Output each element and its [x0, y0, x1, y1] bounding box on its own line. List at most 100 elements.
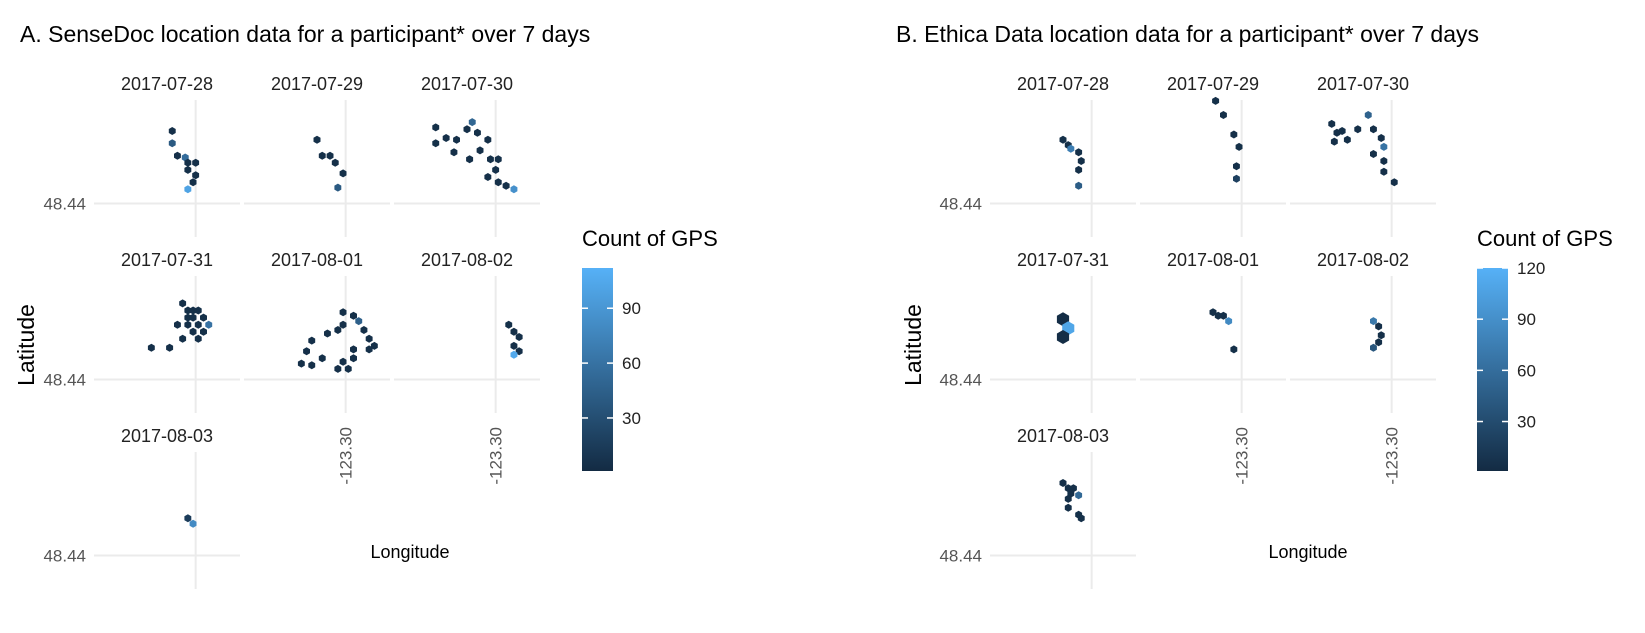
hexbin-cell [174, 151, 181, 160]
hexbin-cell [1225, 317, 1233, 326]
facet-panel: 2017-08-02 -123.30 [394, 250, 540, 485]
hexbin-cell [200, 327, 207, 336]
panel-b-legend-title: Count of GPS [1477, 226, 1613, 251]
hexbin-cell [339, 308, 347, 317]
hexbin-cell [1235, 142, 1243, 151]
hexbin-cell [1364, 111, 1372, 119]
hexbin-cell [510, 185, 518, 194]
facet-panel: 2017-07-30 [1290, 74, 1436, 237]
hexbin-cell [466, 155, 474, 164]
hexbin-cell [313, 135, 321, 144]
facet-panel: 2017-08-02 -123.30 [1290, 250, 1436, 485]
hexbin-cell [303, 347, 310, 356]
hexbin-cell [1077, 514, 1085, 523]
hexbin-cell [344, 364, 352, 373]
facet-strip-label: 2017-08-01 [1167, 250, 1259, 270]
hexbin-cell [194, 306, 202, 315]
hexbin-cell [189, 313, 197, 322]
hexbin-cell [1370, 343, 1377, 352]
hexbin-cell [468, 118, 476, 127]
panel-b-colorbar [1477, 268, 1508, 471]
hexbin-cell [308, 361, 316, 370]
facet-strip-label: 2017-08-03 [121, 426, 213, 446]
panel-a-title: A. SenseDoc location data for a particip… [20, 21, 590, 47]
facet-strip-label: 2017-08-02 [421, 250, 513, 270]
hexbin-cell [1230, 345, 1238, 354]
legend-tick-label: 120 [1517, 259, 1545, 278]
hexbin-cell [324, 329, 331, 338]
hexbin-cell [331, 158, 339, 167]
hexbin-cell [184, 165, 192, 174]
hexbin-cell [484, 135, 492, 144]
facet-strip-label: 2017-08-03 [1017, 426, 1109, 446]
x-tick-label: -123.30 [337, 427, 356, 485]
hexbin-cell [463, 125, 471, 134]
hexbin-cell [494, 155, 502, 164]
panel-b-x-axis-label: Longitude [1268, 542, 1347, 562]
hexbin-cell [350, 345, 357, 354]
y-tick-label: 48.44 [939, 195, 982, 214]
hexbin-cell [334, 326, 342, 334]
facet-panel: 2017-07-29 [1140, 74, 1286, 237]
hexbin-cell [1343, 135, 1351, 144]
hexbin-cell [360, 326, 368, 334]
hexbin-cell [184, 320, 192, 329]
panel-a: A. SenseDoc location data for a particip… [13, 21, 718, 589]
hexbin-cell [334, 364, 342, 373]
hexbin-cell [189, 519, 197, 528]
hexbin-cell [1209, 308, 1217, 317]
hexbin-cell [1333, 128, 1341, 137]
panel-b-legend-ticks: 30 60 90 120 [1477, 259, 1545, 432]
hexbin-cell [1064, 503, 1072, 512]
hexbin-cell [515, 333, 523, 341]
hexbin-cell [326, 151, 334, 160]
hexbin-cell [1075, 165, 1083, 174]
hexbin-cell [147, 343, 155, 352]
hexbin-cell [339, 357, 347, 366]
hexbin-cell [318, 151, 326, 160]
hexbin-cell [1328, 119, 1336, 128]
panel-b-title: B. Ethica Data location data for a parti… [896, 21, 1479, 47]
y-tick-label: 48.44 [939, 547, 982, 566]
hexbin-cell [339, 169, 347, 178]
hexbin-cell [184, 313, 192, 322]
panel-b: B. Ethica Data location data for a parti… [896, 21, 1613, 589]
facet-panel: 2017-07-28 48.44 [939, 74, 1136, 237]
x-tick-label: -123.30 [1383, 427, 1402, 485]
hexbin-cell [297, 359, 305, 368]
panel-a-colorbar [582, 268, 613, 471]
hexbin-cell [510, 350, 518, 359]
hexbin-cell [205, 320, 213, 329]
facet-strip-label: 2017-07-28 [1017, 74, 1109, 94]
panel-a-legend-ticks: 30 60 90 [582, 299, 641, 428]
hexbin-cell [476, 146, 484, 155]
hexbin-cell [1377, 331, 1385, 340]
facet-strip-label: 2017-07-31 [1017, 250, 1109, 270]
hexbin-cell [1220, 111, 1227, 119]
hexbin-cell [189, 327, 197, 336]
hexbin-cell [1233, 174, 1240, 183]
y-tick-label: 48.44 [43, 195, 86, 214]
x-tick-label: -123.30 [1233, 427, 1252, 485]
y-tick-label: 48.44 [939, 371, 982, 390]
panel-a-legend: Count of GPS 30 60 90 [582, 226, 718, 471]
hexbin-cell [1370, 317, 1377, 326]
panel-a-y-axis-label: Latitude [13, 304, 39, 386]
hexbin-cell [432, 123, 440, 132]
facet-strip-label: 2017-07-28 [121, 74, 213, 94]
hexbin-cell [505, 320, 513, 329]
facet-panel: 2017-07-30 [394, 74, 540, 237]
facet-panel: 2017-07-29 [244, 74, 390, 237]
x-tick-label: -123.30 [487, 427, 506, 485]
hexbin-cell [442, 134, 450, 142]
panel-a-legend-title: Count of GPS [582, 226, 718, 251]
hexbin-cell [1220, 311, 1227, 320]
hexbin-cell [494, 178, 502, 187]
hexbin-cell [184, 306, 192, 315]
facet-panel: 2017-08-01 -123.30 [244, 250, 390, 485]
hexbin-cell [1377, 134, 1385, 142]
facet-panel: 2017-08-03 48.44 [939, 426, 1136, 589]
hexbin-cell [350, 354, 357, 363]
hexbin-cell [179, 299, 187, 308]
hexbin-cell [1380, 167, 1388, 176]
